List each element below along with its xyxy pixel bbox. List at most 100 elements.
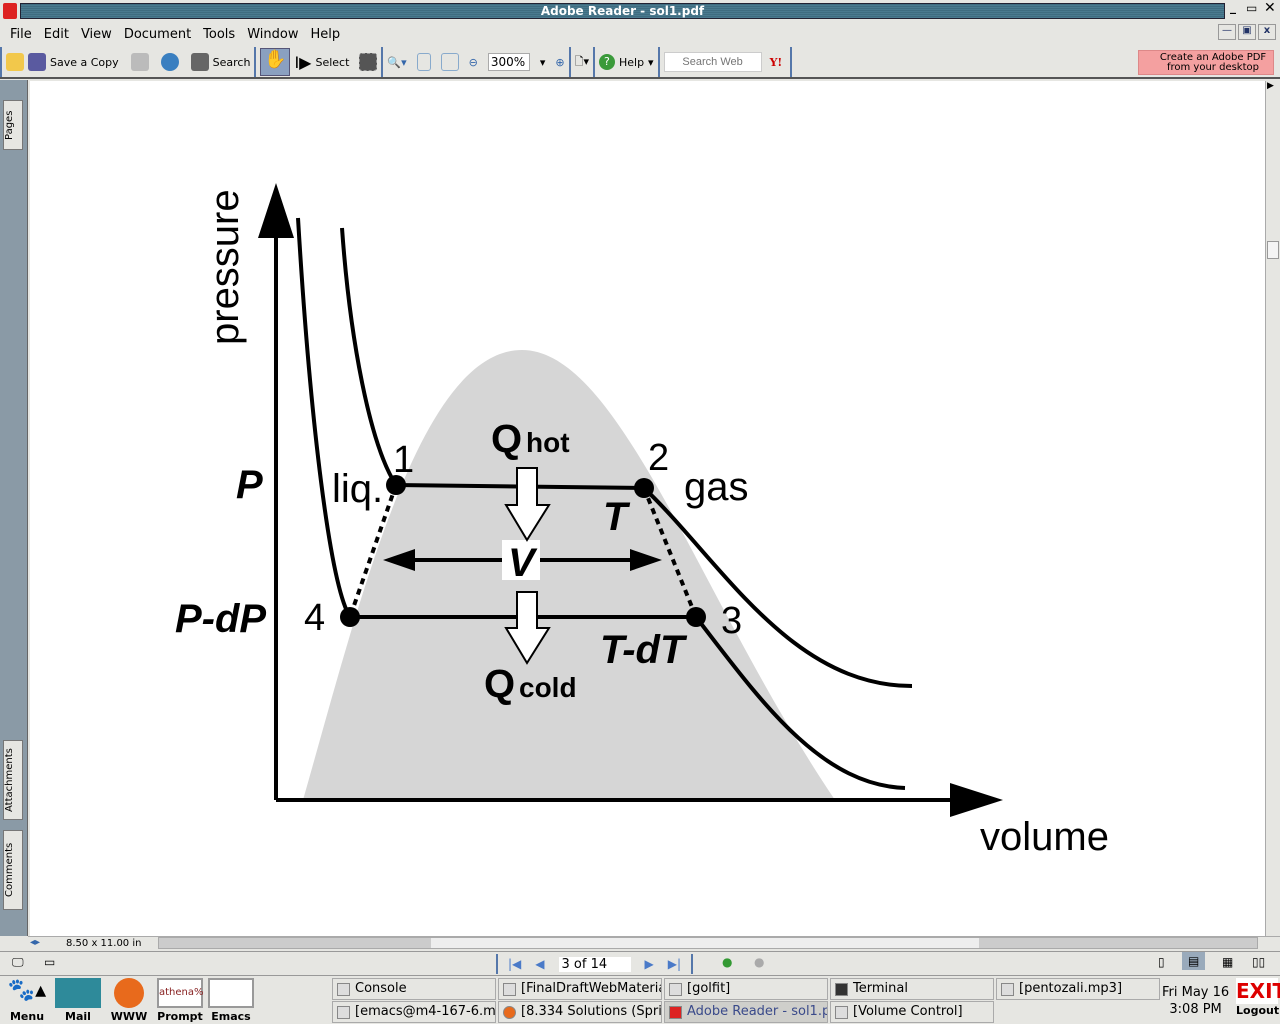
print-icon[interactable] [130, 53, 149, 71]
snapshot-camera-icon[interactable] [359, 53, 378, 71]
menu-file[interactable]: File [10, 26, 32, 42]
q-hot-arrow [504, 467, 551, 542]
launcher-emacs[interactable]: text Emacs [206, 978, 256, 1023]
y-axis-label: pressure [203, 189, 247, 345]
arrow-left-head [383, 549, 415, 571]
pages-tab[interactable]: Pages [3, 100, 23, 150]
save-copy-button[interactable]: Save a Copy [50, 55, 119, 69]
page-size-label: 8.50 x 11.00 in [66, 938, 142, 949]
menu-document[interactable]: Document [123, 26, 192, 42]
state-point-4 [340, 607, 360, 627]
label-gas: gas [684, 465, 749, 509]
next-page-button[interactable]: ▶ [644, 957, 654, 971]
window-title: Adobe Reader - sol1.pdf [20, 3, 1225, 19]
fit-height-icon[interactable] [416, 53, 431, 71]
save-icon[interactable] [28, 53, 46, 71]
create-pdf-button[interactable]: Create an Adobe PDF from your desktop [1138, 50, 1274, 75]
arrow-right-head [630, 549, 662, 571]
launcher-prompt[interactable]: athena% Prompt [155, 978, 205, 1023]
zoom-level-input[interactable]: 300% [487, 53, 530, 71]
label-p: P [236, 463, 263, 507]
task-adobe-reader[interactable]: Adobe Reader - sol1.pdf [664, 1001, 828, 1023]
zoom-in-tool-icon[interactable]: 🔍▾ [387, 55, 407, 69]
continuous-facing-icon[interactable]: ▦ [1222, 955, 1234, 969]
state-point-2 [634, 478, 654, 498]
page-number-input[interactable]: 3 of 14 [558, 956, 631, 972]
doc-close-button[interactable]: x [1258, 24, 1276, 40]
search-button[interactable]: Search [212, 55, 251, 69]
rotate-page-icon[interactable]: 🗋▾ [574, 54, 589, 68]
zoom-dropdown-icon[interactable]: ▾ [539, 55, 546, 69]
isotherm-low-left [296, 217, 352, 619]
task-golfit[interactable]: [golfit] [664, 978, 828, 1000]
email-globe-icon[interactable] [160, 53, 179, 71]
doc-restore-button[interactable]: ▣ [1238, 24, 1256, 40]
go-back-button[interactable]: ● [722, 955, 733, 969]
label-hot-sub: hot [526, 427, 570, 458]
menu-edit[interactable]: Edit [43, 26, 69, 42]
x-axis-arrow [950, 783, 1003, 817]
launcher-menu[interactable]: 🐾▴ Menu [7, 978, 47, 1023]
menu-help[interactable]: Help [310, 26, 341, 42]
first-page-button[interactable]: |◀ [508, 957, 522, 971]
help-icon: ? [598, 54, 615, 70]
open-folder-icon[interactable] [6, 53, 24, 71]
task-finaldraft[interactable]: [FinalDraftWebMaterial] [498, 978, 662, 1000]
task-pentozali[interactable]: [pentozali.mp3] [996, 978, 1160, 1000]
label-t-dt: T-dT [600, 628, 688, 672]
comments-tab[interactable]: Comments [3, 830, 23, 910]
search-web-input[interactable] [663, 52, 762, 72]
close-button[interactable]: ✕ [1264, 0, 1276, 16]
dotted-right [642, 487, 698, 618]
continuous-icon[interactable]: ▤ [1182, 952, 1206, 970]
maximize-button[interactable]: ▭ [1246, 1, 1258, 15]
label-4: 4 [304, 597, 325, 639]
app-icon[interactable] [3, 3, 17, 19]
task-terminal[interactable]: Terminal [830, 978, 994, 1000]
facing-icon[interactable]: ▯▯ [1252, 955, 1266, 969]
state-point-3 [686, 607, 706, 627]
doc-minimize-button[interactable]: — [1218, 24, 1236, 40]
task-console[interactable]: Console [332, 978, 496, 1000]
binoculars-icon[interactable] [190, 53, 209, 71]
label-3: 3 [721, 600, 742, 642]
zoom-in-button[interactable]: ⊕ [555, 55, 565, 69]
go-forward-button[interactable]: ● [754, 955, 765, 969]
split-icon[interactable]: ◂▸ [30, 937, 41, 948]
exit-button[interactable]: EXIT Logout [1236, 978, 1280, 1017]
minimize-button[interactable]: _ [1230, 0, 1236, 14]
fit-width-icon[interactable] [440, 53, 459, 71]
launcher-www[interactable]: WWW [104, 978, 154, 1023]
last-page-button[interactable]: ▶| [667, 957, 682, 971]
full-screen-icon[interactable]: 🖵 [12, 955, 24, 969]
horizontal-scroll-area: ◂▸ 8.50 x 11.00 in [28, 936, 1280, 950]
horizontal-scrollbar[interactable] [158, 937, 1258, 949]
select-cursor-icon: Ⅰ▶ [294, 52, 312, 72]
vertical-scrollbar[interactable]: ▶ [1265, 81, 1280, 936]
task-emacs[interactable]: [emacs@m4-167-6.mit.edu] [332, 1001, 496, 1023]
label-2: 2 [648, 437, 669, 479]
yahoo-logo[interactable]: Y! [769, 55, 783, 69]
select-button[interactable]: Select [315, 55, 350, 69]
single-page-icon[interactable]: ▯ [1158, 955, 1165, 969]
navigation-panel: Pages Attachments Comments [0, 80, 28, 936]
task-volume-control[interactable]: [Volume Control] [830, 1001, 994, 1023]
menu-tools[interactable]: Tools [203, 26, 236, 42]
launcher-mail[interactable]: Mail [53, 978, 103, 1023]
doc-window-controls: — ▣ x [1218, 24, 1276, 40]
label-q-hot: Q [491, 417, 522, 461]
clock[interactable]: Fri May 16 3:08 PM [1162, 985, 1230, 1017]
pv-diagram: pressure volume P P-dP liq. gas 1 2 3 4 … [175, 183, 1109, 859]
vertical-scroll-thumb[interactable] [1267, 241, 1279, 259]
menu-view[interactable]: View [80, 26, 112, 42]
task-solutions-browser[interactable]: [8.334 Solutions (Spring [498, 1001, 662, 1023]
navigation-bar: 🖵 ▭ |◀ ◀ 3 of 14 ▶ ▶| ● ● ▯ ▤ ▦ ▯▯ [0, 951, 1280, 975]
help-button[interactable]: Help [618, 55, 645, 69]
attachments-tab[interactable]: Attachments [3, 740, 23, 820]
hand-tool-button[interactable]: ✋ [260, 48, 291, 76]
zoom-out-button[interactable]: ⊖ [468, 55, 478, 69]
menu-window[interactable]: Window [247, 26, 299, 42]
previous-page-button[interactable]: ◀ [535, 957, 545, 971]
label-v: V [508, 541, 538, 585]
page-layout-icon[interactable]: ▭ [44, 955, 56, 969]
